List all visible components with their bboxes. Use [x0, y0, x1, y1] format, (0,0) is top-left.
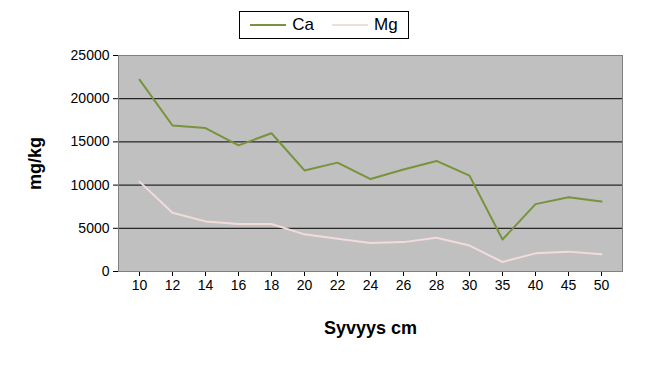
svg-text:35: 35: [495, 277, 511, 293]
svg-text:25000: 25000: [71, 50, 110, 63]
svg-text:18: 18: [264, 277, 280, 293]
svg-text:30: 30: [462, 277, 478, 293]
svg-text:5000: 5000: [78, 220, 109, 236]
svg-text:16: 16: [231, 277, 247, 293]
svg-text:15000: 15000: [71, 133, 110, 149]
svg-text:28: 28: [429, 277, 445, 293]
svg-text:10: 10: [132, 277, 148, 293]
svg-text:24: 24: [363, 277, 379, 293]
svg-text:14: 14: [198, 277, 214, 293]
html-text:Ca: Ca: [292, 15, 314, 34]
svg-text:22: 22: [330, 277, 346, 293]
svg-text:45: 45: [561, 277, 577, 293]
svg-text:Syvyys cm: Syvyys cm: [324, 318, 417, 338]
svg-text:20: 20: [297, 277, 313, 293]
svg-text:mg/kg: mg/kg: [25, 137, 45, 190]
svg-text:50: 50: [594, 277, 610, 293]
svg-text:12: 12: [165, 277, 181, 293]
svg-text:26: 26: [396, 277, 412, 293]
svg-text:0: 0: [102, 263, 110, 279]
svg-text:10000: 10000: [71, 177, 110, 193]
svg-text:40: 40: [528, 277, 544, 293]
svg-text:20000: 20000: [71, 90, 110, 106]
html-text:Mg: Mg: [374, 15, 398, 34]
